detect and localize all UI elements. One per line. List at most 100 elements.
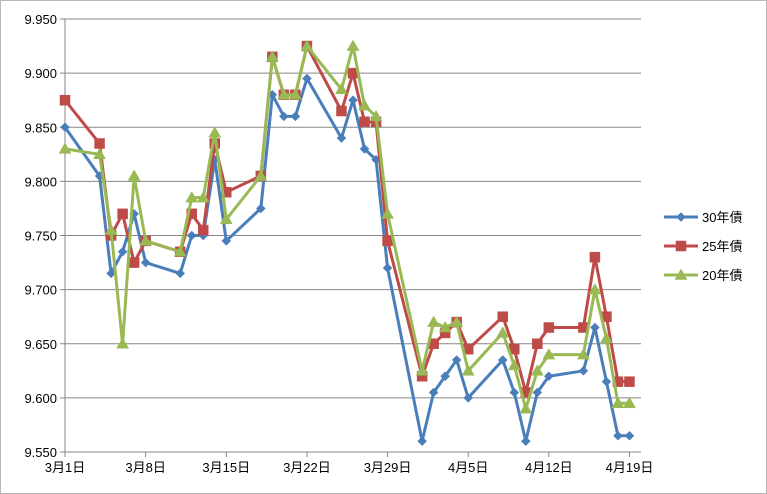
data-point xyxy=(175,268,186,279)
data-point xyxy=(221,236,232,246)
data-point xyxy=(382,235,393,247)
series-line xyxy=(63,44,630,394)
legend: 30年債 25年債 20年債 xyxy=(664,210,742,283)
data-point xyxy=(543,322,555,333)
data-point xyxy=(59,94,71,106)
data-point xyxy=(415,364,429,376)
data-point xyxy=(440,371,451,382)
data-point xyxy=(600,331,613,344)
data-point xyxy=(58,142,72,154)
data-point xyxy=(279,111,289,122)
y-tick-label: 9.900 xyxy=(24,66,57,81)
data-point xyxy=(589,251,601,263)
data-point xyxy=(427,315,441,327)
gridlines xyxy=(65,18,641,399)
data-point xyxy=(346,39,360,51)
data-point xyxy=(382,263,393,273)
data-point xyxy=(336,105,347,117)
data-point xyxy=(93,147,106,160)
data-point xyxy=(428,387,439,398)
series-1 xyxy=(60,73,635,447)
data-point xyxy=(290,111,301,122)
legend-marker xyxy=(674,268,688,280)
legend-marker xyxy=(676,212,686,222)
y-tick-label: 9.750 xyxy=(24,229,57,244)
data-point xyxy=(381,207,394,219)
x-tick-label: 3月15日 xyxy=(202,460,250,475)
data-point xyxy=(588,283,602,295)
data-point xyxy=(530,364,544,376)
data-point xyxy=(128,257,140,268)
data-point xyxy=(139,234,153,246)
data-point xyxy=(336,133,347,143)
data-point xyxy=(117,246,128,257)
data-point xyxy=(186,208,197,220)
data-point xyxy=(208,126,222,138)
data-point xyxy=(127,169,141,181)
data-point xyxy=(173,245,187,257)
x-tick-label: 4月5日 xyxy=(448,460,488,475)
legend-label: 25年債 xyxy=(702,239,742,254)
legend-marker xyxy=(675,240,687,252)
y-tick-label: 9.550 xyxy=(24,445,57,460)
y-tick-label: 9.850 xyxy=(24,120,57,135)
series-line xyxy=(63,77,630,443)
data-point xyxy=(578,365,589,376)
data-point xyxy=(624,376,635,387)
data-point xyxy=(104,223,118,235)
data-point xyxy=(300,39,314,51)
y-tick-label: 9.800 xyxy=(24,174,57,189)
data-point xyxy=(601,376,612,387)
data-point xyxy=(576,348,590,360)
axes: 9.550 9.600 9.650 9.700 9.750 9.800 9.850 9.900… xyxy=(24,12,653,475)
legend-entry: 30年債 xyxy=(664,210,742,225)
x-tick-label: 3月29日 xyxy=(364,460,412,475)
data-point xyxy=(255,203,266,214)
y-tick-label: 9.950 xyxy=(24,12,57,27)
data-point xyxy=(624,430,635,441)
series-lines xyxy=(58,39,636,447)
data-point xyxy=(369,109,383,122)
data-point xyxy=(348,95,358,106)
data-point xyxy=(519,402,533,414)
legend-label: 20年債 xyxy=(702,268,742,283)
data-point xyxy=(359,144,370,154)
data-point xyxy=(497,355,508,365)
data-point xyxy=(542,348,556,360)
data-point xyxy=(358,99,371,111)
data-point xyxy=(532,338,543,349)
data-point xyxy=(196,191,210,203)
data-point xyxy=(197,224,209,236)
data-point xyxy=(520,436,531,447)
data-point xyxy=(450,315,464,327)
legend-entry: 20年債 xyxy=(664,268,742,283)
y-tick-label: 9.600 xyxy=(24,391,57,406)
data-point xyxy=(611,396,625,409)
data-point xyxy=(94,138,105,149)
data-point xyxy=(463,393,474,403)
data-point xyxy=(461,364,475,376)
data-point xyxy=(302,73,312,84)
data-point xyxy=(438,321,452,333)
x-tick-label: 3月22日 xyxy=(283,460,331,475)
legend-label: 30年債 xyxy=(702,210,742,225)
data-point xyxy=(60,122,70,133)
data-point xyxy=(359,116,370,128)
x-tick-label: 3月8日 xyxy=(125,460,165,475)
data-point xyxy=(623,396,636,409)
data-point xyxy=(277,88,291,100)
data-point xyxy=(116,337,130,349)
data-point xyxy=(451,355,462,365)
series-3 xyxy=(58,39,636,414)
data-point xyxy=(117,208,128,220)
data-point xyxy=(496,326,510,338)
data-point xyxy=(335,82,348,95)
data-point xyxy=(186,230,197,241)
data-point xyxy=(265,50,279,62)
data-point xyxy=(254,169,268,181)
data-point xyxy=(509,387,520,398)
data-point xyxy=(590,322,600,333)
data-point xyxy=(288,88,302,100)
